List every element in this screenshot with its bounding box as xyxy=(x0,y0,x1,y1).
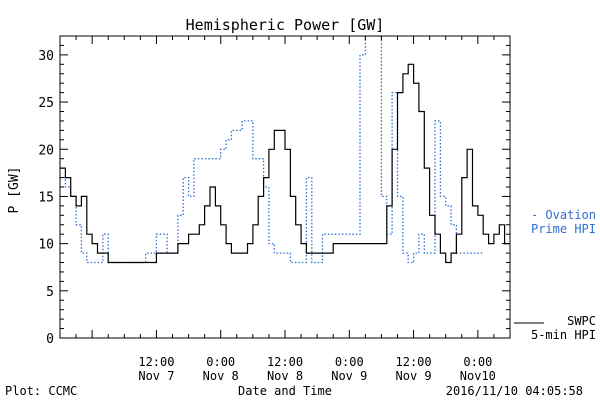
x-tick-label-date: Nov 8 xyxy=(267,369,303,383)
x-tick-label-time: 0:00 xyxy=(335,355,364,369)
legend-ovation-line1: - Ovation xyxy=(531,208,596,222)
x-tick-label-time: 12:00 xyxy=(267,355,303,369)
x-tick-label-date: Nov 9 xyxy=(331,369,367,383)
legend-swpc-line1: SWPC xyxy=(567,314,596,328)
y-tick-label: 0 xyxy=(46,332,54,347)
swpc-hpi-series-line xyxy=(60,63,510,264)
y-tick-label: 25 xyxy=(38,96,54,111)
series-layer xyxy=(60,36,510,264)
x-tick-label-date: Nov 9 xyxy=(396,369,432,383)
x-tick-label-time: 12:00 xyxy=(396,355,432,369)
y-tick-label: 15 xyxy=(38,190,54,205)
chart-title: Hemispheric Power [GW] xyxy=(186,16,385,34)
plot-credit: Plot: CCMC xyxy=(5,384,77,398)
y-axis-label: P [GW] xyxy=(7,167,22,214)
x-tick-label-time: 12:00 xyxy=(138,355,174,369)
plot-timestamp: 2016/11/10 04:05:58 xyxy=(446,384,583,398)
y-tick-label: 20 xyxy=(38,143,54,158)
y-tick-label: 10 xyxy=(38,238,54,253)
plot-frame xyxy=(59,35,511,339)
x-tick-label-date: Nov10 xyxy=(460,369,496,383)
x-tick-label-time: 0:00 xyxy=(463,355,492,369)
legend-swpc-line2: 5-min HPI xyxy=(531,328,596,342)
y-tick-label: 30 xyxy=(38,49,54,64)
x-tick-label-time: 0:00 xyxy=(206,355,235,369)
x-tick-label-date: Nov 7 xyxy=(138,369,174,383)
x-axis-label: Date and Time xyxy=(238,384,332,398)
legend-ovation-line2: Prime HPI xyxy=(531,222,596,236)
y-tick-label: 5 xyxy=(46,285,54,300)
x-tick-label-date: Nov 8 xyxy=(203,369,239,383)
